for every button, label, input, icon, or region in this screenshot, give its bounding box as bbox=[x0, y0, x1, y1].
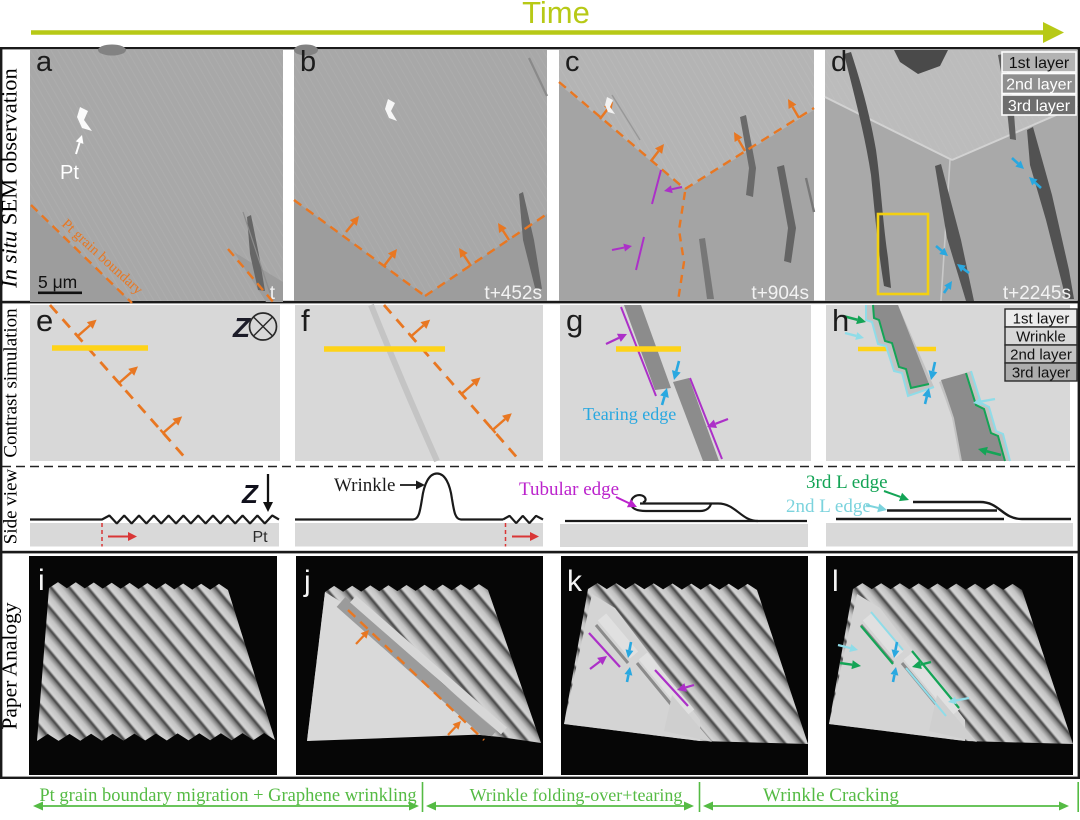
svg-text:h: h bbox=[832, 303, 849, 338]
svg-text:1st layer: 1st layer bbox=[1013, 311, 1070, 328]
svg-text:j: j bbox=[303, 565, 311, 598]
svg-text:Side view: Side view bbox=[1, 468, 22, 544]
svg-text:c: c bbox=[565, 46, 580, 78]
svg-text:Z: Z bbox=[241, 479, 259, 509]
svg-text:Tubular edge: Tubular edge bbox=[519, 479, 619, 500]
svg-text:t+452s: t+452s bbox=[484, 283, 542, 304]
svg-text:5 μm: 5 μm bbox=[38, 272, 77, 292]
svg-text:2nd L edge: 2nd L edge bbox=[786, 496, 871, 517]
svg-text:f: f bbox=[301, 303, 310, 338]
svg-text:t+2245s: t+2245s bbox=[1003, 283, 1071, 304]
svg-text:1st layer: 1st layer bbox=[1009, 55, 1070, 72]
svg-text:k: k bbox=[567, 565, 583, 598]
svg-text:t+904s: t+904s bbox=[751, 283, 809, 304]
svg-text:g: g bbox=[566, 303, 583, 338]
svg-text:Tearing edge: Tearing edge bbox=[583, 404, 676, 424]
svg-text:a: a bbox=[36, 46, 53, 78]
svg-text:i: i bbox=[38, 564, 45, 597]
svg-text:3rd L edge: 3rd L edge bbox=[806, 472, 888, 493]
svg-text:t: t bbox=[270, 283, 276, 304]
svg-text:l: l bbox=[832, 565, 839, 598]
svg-text:b: b bbox=[300, 46, 316, 78]
svg-text:Wrinkle: Wrinkle bbox=[334, 475, 396, 496]
svg-text:Contrast simulation: Contrast simulation bbox=[1, 308, 22, 458]
svg-text:e: e bbox=[36, 303, 53, 338]
svg-text:Wrinkle: Wrinkle bbox=[1016, 329, 1066, 346]
svg-text:Z: Z bbox=[232, 312, 251, 343]
svg-text:Pt grain boundary migration +: Pt grain boundary migration + Graphene w… bbox=[39, 786, 416, 806]
svg-text:Time: Time bbox=[522, 0, 590, 30]
svg-text:In situ SEM observation: In situ SEM observation bbox=[0, 68, 22, 288]
svg-text:Pt: Pt bbox=[60, 162, 79, 184]
svg-text:2nd layer: 2nd layer bbox=[1006, 77, 1072, 94]
svg-text:3rd layer: 3rd layer bbox=[1008, 98, 1071, 115]
svg-text:Wrinkle folding-over+tearing: Wrinkle folding-over+tearing bbox=[470, 785, 683, 805]
svg-text:2nd layer: 2nd layer bbox=[1010, 347, 1072, 364]
svg-text:Pt: Pt bbox=[252, 529, 268, 546]
svg-text:d: d bbox=[831, 46, 847, 78]
svg-text:3rd layer: 3rd layer bbox=[1012, 365, 1070, 382]
svg-text:Wrinkle Cracking: Wrinkle Cracking bbox=[763, 785, 899, 806]
svg-text:Paper Analogy: Paper Analogy bbox=[0, 602, 22, 729]
